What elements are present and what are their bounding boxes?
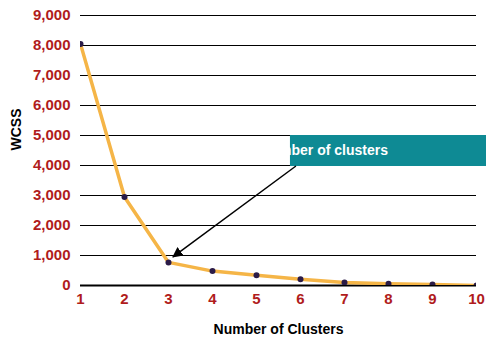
svg-text:7: 7 [340, 290, 348, 307]
svg-text:0: 0 [62, 276, 70, 293]
svg-text:3: 3 [164, 290, 172, 307]
svg-text:Number of Clusters: Number of Clusters [214, 321, 344, 337]
svg-text:10: 10 [468, 290, 485, 307]
svg-text:7,000: 7,000 [33, 66, 71, 83]
svg-text:4,000: 4,000 [33, 156, 71, 173]
svg-text:9: 9 [428, 290, 436, 307]
svg-text:8,000: 8,000 [33, 36, 71, 53]
svg-text:1: 1 [76, 290, 84, 307]
svg-text:2,000: 2,000 [33, 216, 71, 233]
svg-text:8: 8 [384, 290, 392, 307]
svg-text:WCSS: WCSS [8, 109, 24, 151]
svg-text:6: 6 [296, 290, 304, 307]
svg-text:9,000: 9,000 [33, 6, 71, 23]
svg-text:5,000: 5,000 [33, 126, 71, 143]
svg-text:2: 2 [120, 290, 128, 307]
svg-text:4: 4 [208, 290, 217, 307]
svg-text:3,000: 3,000 [33, 186, 71, 203]
svg-text:5: 5 [252, 290, 260, 307]
svg-text:1,000: 1,000 [33, 246, 71, 263]
svg-text:Optimal number of clusters: Optimal number of clusters [206, 142, 388, 158]
svg-text:6,000: 6,000 [33, 96, 71, 113]
